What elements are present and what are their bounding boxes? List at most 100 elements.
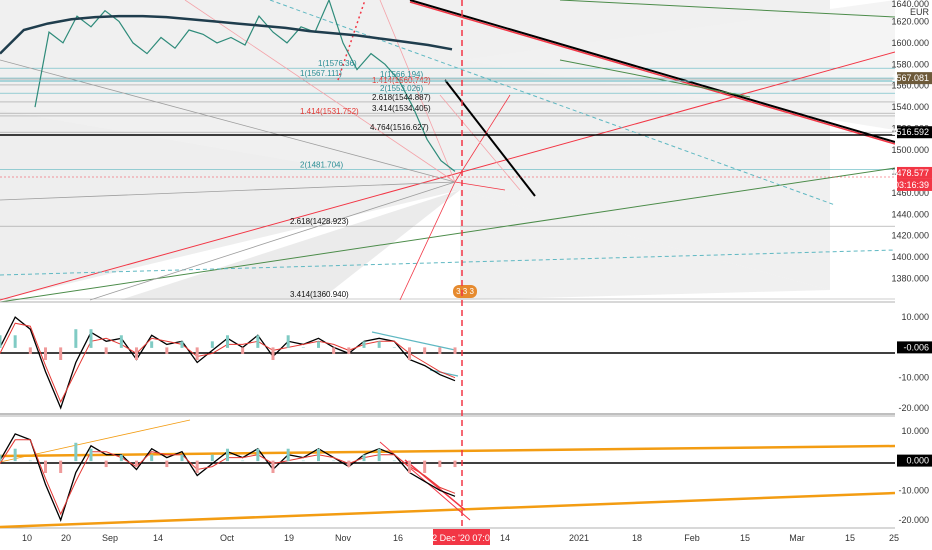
black-trendline-short	[444, 79, 536, 197]
oscillator-panel-2[interactable]	[0, 419, 896, 529]
histogram-bar	[0, 454, 2, 462]
osc-tick-label: -20.000	[898, 515, 929, 525]
time-tick-label: 20	[61, 533, 71, 543]
fib-level-label: 3.414(1360.940)	[290, 290, 349, 299]
price-tick-label: 1560.000	[891, 81, 929, 91]
histogram-bar	[44, 460, 47, 473]
price-tick-label: 1600.000	[891, 38, 929, 48]
time-axis[interactable]: 10 20 Sep 14 Oct 19 Nov 16 14 2021 18 Feb 15 Mar 15 25 …	[22, 529, 899, 545]
fib-level-label: 1.414(1560.742)	[372, 76, 431, 85]
time-tick-label: Nov	[335, 533, 352, 543]
time-tick-label: 15	[845, 533, 855, 543]
histogram-bar	[104, 460, 108, 468]
osc-value-flag	[897, 454, 932, 467]
moving-average	[0, 14, 453, 55]
time-tick-label: 2021	[569, 533, 589, 543]
histogram-bar	[195, 347, 199, 360]
orange-trend-thin	[0, 419, 191, 463]
osc-value-label: -0.006	[903, 342, 929, 352]
histogram-bar	[74, 442, 78, 462]
histogram-bar	[256, 448, 260, 462]
histogram-bar	[332, 460, 336, 462]
price-flag-label: 1478.577	[891, 168, 929, 178]
histogram-bar	[180, 454, 184, 462]
histogram-bar	[256, 335, 260, 348]
time-tick-label: 25	[889, 533, 899, 543]
osc-tick-label: 10.000	[901, 426, 929, 436]
histogram-bar	[271, 347, 275, 360]
fib-level-label: 1(1576.36)	[318, 59, 357, 68]
price-tick-label: 1460.000	[891, 188, 929, 198]
histogram-bar	[119, 454, 123, 462]
price-axis[interactable]: 1640.000 EUR 1380.000 1400.000 1420.000 144…	[891, 0, 932, 550]
price-flag	[897, 126, 932, 139]
marker-badge[interactable]: 3 3 3	[453, 285, 477, 298]
osc-tick-label: -10.000	[898, 485, 929, 495]
histogram-bar	[104, 347, 108, 354]
axis-top-label: 1640.000	[891, 0, 929, 9]
gray-fan-line-3	[0, 181, 456, 201]
red-fan-line-3	[184, 0, 456, 183]
orange-trend-bottom	[0, 491, 896, 529]
axis-currency-label: EUR	[910, 7, 930, 17]
time-tick-label: 18	[632, 533, 642, 543]
histogram-bar	[347, 347, 351, 354]
price-panel[interactable]: 1(1576.36)1(1567.111) 1(1566.194)1.414(15…	[0, 0, 896, 303]
histogram-bar	[89, 329, 93, 348]
histogram-bar	[362, 341, 366, 348]
histogram-bar	[226, 335, 229, 348]
cyan-dashed-line-low	[0, 249, 896, 276]
countdown-label: 03:16:39	[894, 180, 929, 190]
countdown-flag	[897, 178, 932, 191]
cyan-dashed-line	[269, 0, 836, 206]
price-series	[34, 0, 456, 172]
red-osc-trend-2	[404, 459, 466, 511]
histogram-bar	[362, 454, 366, 462]
histogram-bar	[241, 460, 245, 462]
histogram-bar	[13, 335, 17, 348]
price-tick-label: 1500.000	[891, 145, 929, 155]
green-trendline-top	[559, 0, 896, 18]
price-tick-label: 1580.000	[891, 59, 929, 69]
price-flag-label: 1516.592	[891, 127, 929, 137]
green-trendline-mid	[559, 59, 751, 98]
histogram-bar	[195, 460, 199, 473]
histogram-bar	[226, 448, 229, 462]
histogram-bar	[135, 460, 138, 468]
histogram-bar	[210, 454, 214, 462]
price-flag	[897, 72, 932, 85]
histogram-bar	[423, 347, 427, 354]
histogram-bar	[286, 448, 290, 462]
time-tick-label: Mar	[789, 533, 805, 543]
histogram-bar	[150, 341, 154, 348]
green-trendline-long	[0, 167, 896, 303]
histogram-bar	[392, 460, 396, 462]
fib-level-label: 2.618(1544.887)	[372, 93, 431, 102]
histogram-bar	[438, 460, 442, 468]
histogram-bar	[59, 347, 63, 360]
histogram-bar	[317, 341, 320, 348]
cursor-time-label: 02 Dec '20 07:00	[427, 533, 495, 543]
histogram-bar	[377, 448, 381, 462]
red-fan-line-2	[399, 181, 456, 301]
histogram-bar	[135, 347, 138, 360]
osc-tick-label: -10.000	[898, 373, 929, 383]
histogram-bar	[165, 460, 169, 468]
fib-level-label: 1(1566.194)	[380, 70, 423, 79]
oscillator-panel-1[interactable]	[0, 316, 895, 415]
histogram-bar	[165, 347, 169, 354]
histogram-bar	[89, 448, 93, 462]
pink-fan-line-2	[439, 94, 521, 191]
histogram-bar	[28, 460, 32, 462]
cursor-time-flag	[433, 529, 490, 545]
histogram-bar	[286, 335, 290, 348]
time-tick-label: Sep	[102, 533, 118, 543]
histogram-bar	[332, 347, 336, 354]
price-flag	[897, 166, 932, 179]
histogram-bar	[119, 335, 123, 348]
price-tick-label: 1380.000	[891, 274, 929, 284]
histogram-bar	[377, 341, 381, 348]
price-flag-label: 1567.081	[891, 73, 929, 83]
fib-level-label: 1.414(1531.752)	[300, 107, 359, 116]
